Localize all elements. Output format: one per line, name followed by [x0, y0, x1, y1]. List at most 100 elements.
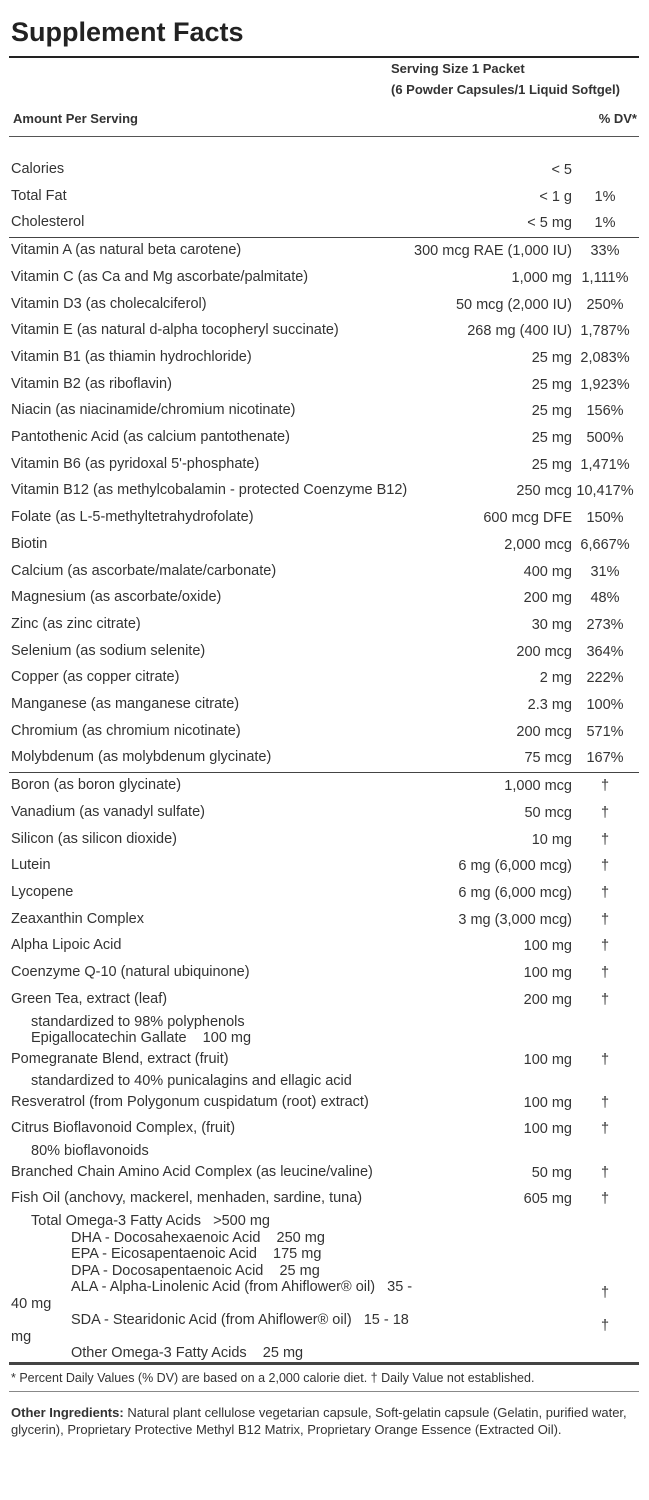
sub-line: Total Omega-3 Fatty Acids >500 mg — [9, 1213, 639, 1230]
nutrient-dv: † — [600, 831, 610, 848]
nutrient-amount: 50 mg — [531, 1164, 572, 1181]
nutrient-amount: 2 mg — [539, 670, 572, 687]
nutrient-row: Citrus Bioflavonoid Complex, (fruit) 100 … — [9, 1116, 639, 1143]
nutrient-dv: † — [600, 858, 610, 875]
nutrient-name: Vanadium (as vanadyl sulfate) — [11, 803, 205, 820]
nutrient-amount: 75 mcg — [524, 750, 572, 767]
nutrient-name: Copper (as copper citrate) — [11, 669, 180, 686]
nutrient-amount: 50 mcg (2,000 IU) — [455, 296, 572, 313]
title: Supplement Facts — [9, 0, 639, 58]
nutrient-name: Vitamin A (as natural beta carotene) — [11, 242, 242, 259]
sub-spacer — [415, 1014, 572, 1031]
nutrient-name: Calories — [11, 161, 65, 177]
nutrient-name: Vitamin E (as natural d-alpha tocopheryl… — [11, 322, 339, 339]
nutrient-row: Lutein 6 mg (6,000 mcg) † — [9, 853, 639, 880]
nutrient-name: Branched Chain Amino Acid Complex (as le… — [11, 1163, 373, 1180]
nutrient-dv: 10,417% — [576, 483, 634, 500]
sub-dv — [572, 1246, 638, 1263]
nutrient-amount: 200 mg — [523, 991, 572, 1008]
nutrient-amount: 6 mg (6,000 mcg) — [458, 884, 572, 901]
nutrient-amount: 10 mg — [531, 831, 572, 848]
nutrient-dv: † — [600, 1164, 610, 1181]
nutrient-amount: 1,000 mg — [511, 269, 572, 286]
other-ingredients-label: Other Ingredients: — [11, 1404, 124, 1420]
nutrient-name: Cholesterol — [11, 214, 85, 231]
sub-text: standardized to 98% polyphenols — [31, 1013, 245, 1030]
nutrient-amount: 300 mcg RAE (1,000 IU) — [414, 243, 572, 260]
nutrient-name: Vitamin B1 (as thiamin hydrochloride) — [11, 348, 252, 365]
nutrient-amount: 25 mg — [531, 403, 572, 420]
nutrient-amount: < 1 g — [539, 188, 572, 205]
nutrient-amount: 2.3 mg — [527, 697, 572, 714]
nutrient-name: Vitamin B12 (as methylcobalamin - protec… — [11, 482, 408, 499]
sub-dv — [572, 1073, 638, 1090]
nutrient-name: Vitamin B2 (as riboflavin) — [11, 375, 172, 392]
sub-spacer — [415, 1246, 572, 1263]
nutrient-amount: 100 mg — [523, 965, 572, 982]
serving-detail: (6 Powder Capsules/1 Liquid Softgel) — [391, 82, 620, 97]
sub-dv: † — [600, 1318, 610, 1335]
nutrient-amount: < 5 mg — [527, 215, 572, 232]
nutrient-row: Alpha Lipoic Acid 100 mg † — [9, 933, 639, 960]
nutrient-row: Green Tea, extract (leaf) 200 mg † — [9, 987, 639, 1014]
nutrient-row: Vitamin B2 (as riboflavin) 25 mg 1,923% — [9, 372, 639, 399]
nutrient-row: Magnesium (as ascorbate/oxide) 200 mg 48% — [9, 585, 639, 612]
nutrient-name: Coenzyme Q-10 (natural ubiquinone) — [11, 964, 250, 981]
nutrient-dv: 1% — [594, 215, 616, 232]
nutrient-name: Calcium (as ascorbate/malate/carbonate) — [11, 562, 277, 579]
nutrient-row: Zeaxanthin Complex 3 mg (3,000 mcg) † — [9, 907, 639, 934]
nutrient-row: Manganese (as manganese citrate) 2.3 mg 10… — [9, 692, 639, 719]
nutrient-row: Niacin (as niacinamide/chromium nicotina… — [9, 398, 639, 425]
section: Calories < 5 Total Fat < 1 g 1% Cholesterol < … — [9, 157, 639, 237]
nutrient-row: Fish Oil (anchovy, mackerel, menhaden, s… — [9, 1186, 639, 1213]
nutrient-dv: † — [600, 991, 610, 1008]
nutrient-dv: 100% — [586, 697, 624, 714]
nutrient-name: Zinc (as zinc citrate) — [11, 615, 141, 632]
nutrient-name: Green Tea, extract (leaf) — [11, 990, 168, 1007]
nutrient-dv: † — [600, 1191, 610, 1208]
sub-spacer — [415, 1345, 572, 1362]
nutrient-name: Biotin — [11, 535, 48, 552]
nutrient-amount: 25 mg — [531, 376, 572, 393]
nutrient-dv: † — [600, 1094, 610, 1111]
sub-text: standardized to 40% punicalagins and ell… — [31, 1073, 352, 1090]
sub-line: SDA - Stearidonic Acid (from Ahiflower® … — [9, 1312, 639, 1345]
nutrient-dv: 150% — [586, 510, 624, 527]
nutrient-dv — [572, 157, 638, 184]
nutrient-dv: 33% — [590, 243, 620, 260]
nutrient-name: Citrus Bioflavonoid Complex, (fruit) — [11, 1120, 236, 1137]
nutrient-name: Chromium (as chromium nicotinate) — [11, 722, 241, 739]
nutrient-row: Chromium (as chromium nicotinate) 200 mcg… — [9, 719, 639, 746]
sub-spacer — [415, 1213, 572, 1230]
nutrient-amount: < 5 — [551, 162, 572, 178]
nutrient-amount: 200 mcg — [516, 643, 572, 660]
footnote: * Percent Daily Values (% DV) are based … — [9, 1361, 639, 1392]
nutrient-dv: † — [600, 884, 610, 901]
nutrient-amount: 1,000 mcg — [504, 778, 572, 795]
sub-spacer — [415, 1279, 572, 1312]
nutrient-dv: 273% — [586, 616, 624, 633]
nutrient-name: Selenium (as sodium selenite) — [11, 642, 206, 659]
nutrient-name: Vitamin B6 (as pyridoxal 5'-phosphate) — [11, 455, 260, 472]
nutrient-dv: 1,923% — [580, 376, 630, 393]
nutrient-row: Silicon (as silicon dioxide) 10 mg † — [9, 827, 639, 854]
sub-line: Other Omega-3 Fatty Acids 25 mg — [9, 1345, 639, 1362]
sub-dv — [572, 1345, 638, 1362]
nutrient-name: Niacin (as niacinamide/chromium nicotina… — [11, 402, 296, 419]
nutrient-amount: 200 mg — [523, 590, 572, 607]
sub-text: DPA - Docosapentaenoic Acid 25 mg — [71, 1262, 320, 1279]
sub-text: Total Omega-3 Fatty Acids >500 mg — [31, 1213, 270, 1230]
nutrient-dv: 1,787% — [580, 323, 630, 340]
nutrient-name: Magnesium (as ascorbate/oxide) — [11, 589, 222, 606]
nutrient-name: Pomegranate Blend, extract (fruit) — [11, 1050, 229, 1067]
nutrient-amount: 25 mg — [531, 430, 572, 447]
sub-spacer — [415, 1143, 572, 1160]
nutrient-name: Lycopene — [11, 883, 74, 900]
sub-spacer — [415, 1312, 572, 1345]
sub-dv — [572, 1213, 638, 1230]
sub-spacer — [415, 1073, 572, 1090]
nutrient-row: Copper (as copper citrate) 2 mg 222% — [9, 665, 639, 692]
nutrient-name: Zeaxanthin Complex — [11, 910, 144, 927]
sub-line: standardized to 98% polyphenols — [9, 1014, 639, 1031]
sub-text: EPA - Eicosapentaenoic Acid 175 mg — [71, 1246, 322, 1263]
